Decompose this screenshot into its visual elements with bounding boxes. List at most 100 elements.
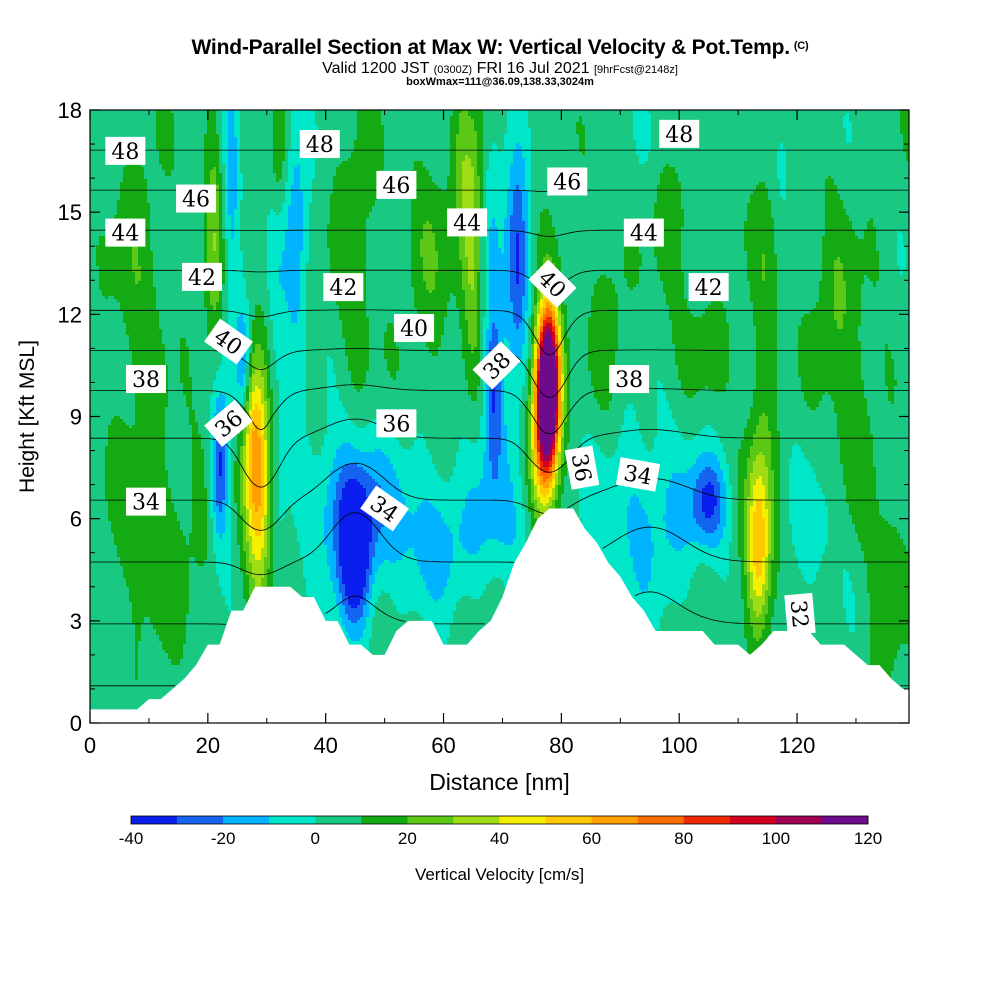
field-cell bbox=[96, 347, 99, 350]
field-cell bbox=[96, 320, 99, 323]
field-cell bbox=[99, 419, 102, 422]
field-cell bbox=[93, 128, 96, 131]
field-cell bbox=[93, 242, 96, 245]
field-cell bbox=[96, 638, 99, 641]
field-cell bbox=[99, 164, 102, 167]
field-cell bbox=[99, 356, 102, 359]
field-cell bbox=[99, 443, 102, 446]
field-cell bbox=[96, 248, 99, 251]
field-cell bbox=[96, 491, 99, 494]
field-cell bbox=[93, 410, 96, 413]
field-cell bbox=[99, 332, 102, 335]
field-cell bbox=[93, 404, 96, 407]
field-cell bbox=[93, 392, 96, 395]
field-cell bbox=[96, 167, 99, 170]
field-cell bbox=[96, 128, 99, 131]
field-cell bbox=[96, 134, 99, 137]
field-cell bbox=[99, 449, 102, 452]
field-cell bbox=[99, 143, 102, 146]
field-cell bbox=[93, 587, 96, 590]
field-cell bbox=[99, 347, 102, 350]
field-cell bbox=[93, 365, 96, 368]
field-cell bbox=[93, 698, 96, 701]
field-cell bbox=[96, 236, 99, 239]
field-cell bbox=[96, 203, 99, 206]
field-cell bbox=[99, 278, 102, 281]
field-cell bbox=[96, 629, 99, 632]
field-cell bbox=[96, 260, 99, 263]
field-cell bbox=[93, 479, 96, 482]
field-cell bbox=[96, 644, 99, 647]
field-cell bbox=[93, 614, 96, 617]
field-cell bbox=[93, 317, 96, 320]
field-cell bbox=[96, 689, 99, 692]
field-cell bbox=[96, 704, 99, 707]
field-cell bbox=[93, 605, 96, 608]
field-cell bbox=[99, 554, 102, 557]
field-cell bbox=[99, 488, 102, 491]
field-cell bbox=[96, 554, 99, 557]
field-cell bbox=[99, 626, 102, 629]
field-cell bbox=[99, 512, 102, 515]
field-cell bbox=[93, 320, 96, 323]
field-cell bbox=[96, 473, 99, 476]
field-cell bbox=[96, 170, 99, 173]
field-cell bbox=[93, 599, 96, 602]
field-cell bbox=[96, 464, 99, 467]
field-cell bbox=[93, 644, 96, 647]
field-cell bbox=[96, 125, 99, 128]
field-cell bbox=[96, 326, 99, 329]
field-cell bbox=[99, 194, 102, 197]
field-cell bbox=[99, 602, 102, 605]
field-cell bbox=[93, 191, 96, 194]
field-cell bbox=[93, 626, 96, 629]
field-cell bbox=[93, 308, 96, 311]
field-cell bbox=[99, 128, 102, 131]
field-cell bbox=[93, 440, 96, 443]
field-cell bbox=[96, 182, 99, 185]
field-cell bbox=[93, 503, 96, 506]
field-cell bbox=[93, 695, 96, 698]
field-cell bbox=[99, 476, 102, 479]
field-cell bbox=[99, 641, 102, 644]
field-cell bbox=[93, 143, 96, 146]
field-cell bbox=[93, 701, 96, 704]
field-cell bbox=[99, 455, 102, 458]
field-cell bbox=[99, 506, 102, 509]
field-cell bbox=[99, 548, 102, 551]
field-cell bbox=[93, 422, 96, 425]
field-cell bbox=[96, 188, 99, 191]
field-cell bbox=[96, 266, 99, 269]
field-cell bbox=[99, 581, 102, 584]
field-cell bbox=[99, 590, 102, 593]
field-cell bbox=[96, 635, 99, 638]
field-cell bbox=[99, 149, 102, 152]
field-cell bbox=[96, 356, 99, 359]
field-cell bbox=[99, 284, 102, 287]
field-cell bbox=[99, 206, 102, 209]
field-cell bbox=[93, 677, 96, 680]
field-cell bbox=[99, 290, 102, 293]
field-cell bbox=[96, 281, 99, 284]
field-cell bbox=[99, 269, 102, 272]
field-cell bbox=[96, 482, 99, 485]
field-cell bbox=[96, 674, 99, 677]
field-cell bbox=[96, 221, 99, 224]
field-cell bbox=[96, 581, 99, 584]
field-cell bbox=[99, 248, 102, 251]
field-cell bbox=[99, 542, 102, 545]
field-cell bbox=[96, 590, 99, 593]
field-cell bbox=[99, 185, 102, 188]
field-cell bbox=[96, 563, 99, 566]
field-cell bbox=[99, 428, 102, 431]
field-cell bbox=[99, 263, 102, 266]
field-cell bbox=[96, 578, 99, 581]
field-cell bbox=[93, 251, 96, 254]
field-cell bbox=[96, 425, 99, 428]
field-cell bbox=[93, 164, 96, 167]
field-cell bbox=[96, 161, 99, 164]
field-cell bbox=[93, 455, 96, 458]
field-cell bbox=[93, 566, 96, 569]
field-cell bbox=[99, 203, 102, 206]
field-cell bbox=[99, 473, 102, 476]
